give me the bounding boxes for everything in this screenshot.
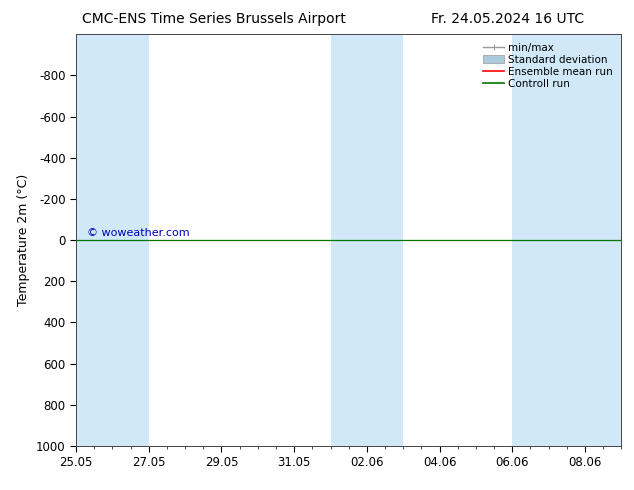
Bar xyxy=(512,34,621,446)
Y-axis label: Temperature 2m (°C): Temperature 2m (°C) xyxy=(18,174,30,306)
Bar xyxy=(330,34,403,446)
Bar xyxy=(76,34,149,446)
Legend: min/max, Standard deviation, Ensemble mean run, Controll run: min/max, Standard deviation, Ensemble me… xyxy=(480,40,616,92)
Text: © woweather.com: © woweather.com xyxy=(87,228,190,238)
Text: CMC-ENS Time Series Brussels Airport: CMC-ENS Time Series Brussels Airport xyxy=(82,12,346,26)
Text: Fr. 24.05.2024 16 UTC: Fr. 24.05.2024 16 UTC xyxy=(431,12,585,26)
